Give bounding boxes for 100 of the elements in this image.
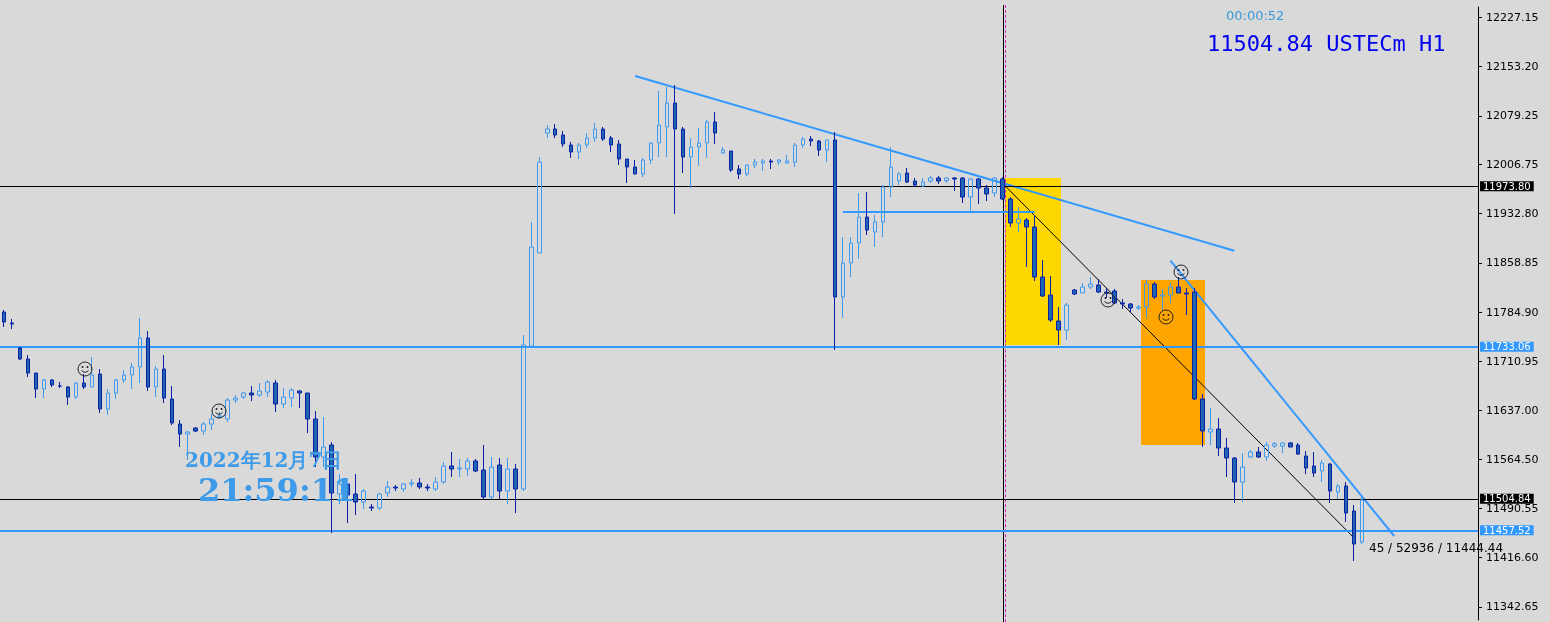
candlestick: [281, 387, 286, 409]
candlestick: [1040, 259, 1045, 298]
ref-line-label: 11973.80: [1483, 180, 1531, 192]
candlestick: [1208, 407, 1213, 446]
candlestick: [633, 159, 637, 175]
candlestick: [817, 139, 821, 157]
annotation: 11504.84 USTECm H1: [1207, 30, 1446, 56]
candlestick: [42, 378, 46, 399]
candlestick: [114, 378, 118, 400]
candlestick: [976, 177, 981, 205]
candlestick: [729, 150, 733, 173]
candlestick: [1264, 441, 1269, 462]
candlestick: [249, 385, 254, 402]
y-tick-label: 12079.25: [1486, 109, 1539, 123]
candlestick: [1192, 287, 1197, 401]
candlestick: [713, 111, 717, 145]
candlestick: [873, 214, 877, 248]
candlestick: [1240, 452, 1245, 503]
y-tick-label: 12006.75: [1486, 157, 1539, 171]
ref-line-label: 11457.52: [1483, 524, 1531, 536]
candlestick: [761, 158, 765, 172]
candlestick: [1152, 281, 1157, 300]
candlestick: [1232, 456, 1237, 504]
candlestick: [769, 158, 773, 170]
candlestick: [369, 503, 374, 512]
candlestick: [625, 158, 629, 184]
candlestick: [1248, 449, 1253, 459]
candlestick: [1072, 288, 1077, 296]
candlestick: [849, 236, 853, 278]
candlestick: [881, 184, 885, 238]
candlestick: [529, 221, 534, 347]
candlestick: [984, 184, 989, 202]
candlestick: [1168, 282, 1173, 304]
candlestick: [1200, 393, 1205, 448]
candlestick: [26, 354, 30, 378]
candlestick: [657, 90, 661, 158]
candlestick: [1088, 276, 1093, 290]
candlestick: [34, 372, 38, 399]
candlestick: [593, 122, 597, 143]
candlestick: [745, 163, 749, 177]
candlestick: [809, 135, 813, 147]
candlestick: [1184, 287, 1189, 316]
candlestick: [473, 458, 478, 473]
candlestick: [936, 175, 941, 185]
candlestick: [1296, 442, 1300, 456]
candlestick: [705, 119, 709, 159]
candlestick: [577, 142, 581, 160]
candlestick: [1000, 176, 1005, 201]
candlestick: [162, 354, 166, 404]
candlestick: [257, 382, 262, 398]
candlestick: [1336, 483, 1340, 500]
y-tick-label: 11710.95: [1486, 354, 1539, 368]
candlestick: [1144, 279, 1149, 319]
candlestick: [585, 132, 589, 149]
candlestick: [146, 330, 150, 392]
candlestick: [825, 139, 829, 163]
candlestick: [897, 171, 901, 186]
y-tick-label: 11637.00: [1486, 404, 1539, 418]
candlestick: [1080, 282, 1085, 294]
candlestick: [553, 123, 557, 139]
candlestick: [1328, 462, 1332, 504]
candlestick: [433, 476, 438, 492]
candlestick: [297, 389, 302, 409]
y-tick-label: 12227.15: [1486, 10, 1539, 24]
candlestick: [1360, 494, 1364, 545]
candlestick: [1216, 417, 1221, 457]
candlestick: [417, 477, 422, 490]
candlestick: [170, 385, 174, 426]
candlestick: [193, 426, 198, 433]
candlestick: [960, 176, 965, 204]
y-tick-label: 11858.85: [1486, 256, 1539, 270]
candlestick: [1024, 217, 1029, 268]
candlestick: [1120, 298, 1125, 310]
candlestick: [537, 156, 542, 254]
candlestick: [1352, 504, 1356, 562]
candlestick: [801, 136, 805, 149]
y-tick-label: 11932.80: [1486, 206, 1539, 220]
candlestick: [1128, 302, 1133, 314]
candlestick: [944, 176, 949, 184]
candlestick: [1016, 206, 1021, 233]
candlestick: [106, 388, 110, 416]
candlestick: [721, 146, 725, 155]
candlestick: [513, 463, 518, 514]
candlestick: [753, 158, 757, 169]
candlestick: [178, 419, 182, 448]
candlestick: [521, 334, 526, 492]
candlestick: [1320, 459, 1324, 483]
candlestick: [265, 379, 270, 398]
candlestick: [1032, 214, 1037, 282]
candlestick: [409, 478, 414, 488]
candlestick: [1224, 437, 1229, 478]
candlestick: [1280, 441, 1285, 454]
candlestick: [689, 137, 693, 189]
candlestick: [1056, 306, 1061, 346]
ref-line-label: 11504.84: [1483, 493, 1531, 505]
candlestick: [50, 378, 54, 388]
candlestick: [2, 309, 6, 328]
candlestick: [425, 483, 430, 492]
candlestick: [130, 362, 134, 390]
y-tick-label: 11416.60: [1486, 551, 1539, 565]
